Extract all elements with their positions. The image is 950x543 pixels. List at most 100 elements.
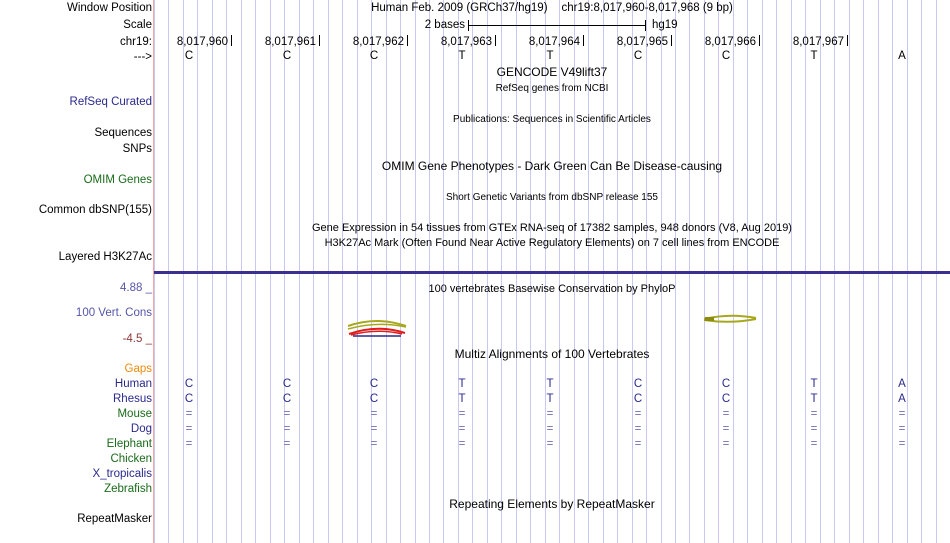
ruler-tick-6 (759, 35, 760, 46)
multiz-mouse-2: = (370, 408, 378, 420)
multiz-rhesus-3: T (458, 393, 466, 405)
conservation-track-rule (154, 271, 950, 274)
multiz-mouse-0: = (185, 408, 193, 420)
multiz-mouse-5: = (634, 408, 642, 420)
ruler-base-1: C (282, 50, 292, 62)
ruler-tick-0 (231, 35, 232, 46)
multiz-rhesus-8: A (898, 393, 906, 405)
track-title-gencode: GENCODE V49lift37 (496, 65, 608, 79)
ruler-position-0: 8,017,960 (176, 36, 228, 48)
ruler-tick-1 (319, 35, 320, 46)
multiz-mouse-8: = (898, 408, 906, 420)
ruler-tick-7 (847, 35, 848, 46)
side-label-species-rhesus[interactable]: Rhesus (113, 393, 152, 405)
multiz-human-5: C (633, 378, 643, 390)
ruler-tick-2 (407, 35, 408, 46)
multiz-rhesus-5: C (633, 393, 643, 405)
side-label-gaps[interactable]: Gaps (124, 363, 153, 375)
side-label-species-zebrafish[interactable]: Zebrafish (104, 483, 152, 495)
ruler-position-6: 8,017,966 (704, 36, 756, 48)
ruler-tick-3 (495, 35, 496, 46)
ruler-tick-4 (583, 35, 584, 46)
ruler-position-4: 8,017,964 (528, 36, 580, 48)
side-label-species-chicken[interactable]: Chicken (110, 453, 152, 465)
ruler-position-2: 8,017,962 (352, 36, 404, 48)
multiz-dog-1: = (283, 423, 291, 435)
multiz-rhesus-0: C (184, 393, 194, 405)
side-label-strand-arrow: ---> (133, 51, 152, 63)
multiz-mouse-3: = (458, 408, 466, 420)
ruler-position-3: 8,017,963 (440, 36, 492, 48)
multiz-human-4: T (546, 378, 554, 390)
side-label-chrom: chr19: (120, 36, 152, 48)
track-title-refseq-ncbi: RefSeq genes from NCBI (495, 83, 609, 94)
track-title-gtex: Gene Expression in 54 tissues from GTEx … (312, 222, 792, 234)
multiz-human-8: A (898, 378, 906, 390)
side-label-species-dog[interactable]: Dog (130, 423, 152, 435)
multiz-mouse-7: = (810, 408, 818, 420)
assembly-title: Human Feb. 2009 (GRCh37/hg19) (371, 2, 548, 14)
multiz-dog-5: = (634, 423, 642, 435)
position-range: chr19:8,017,960-8,017,968 (9 bp) (561, 2, 733, 14)
multiz-elephant-1: = (283, 438, 291, 450)
multiz-dog-0: = (185, 423, 193, 435)
side-label-window-position: Window Position (66, 2, 152, 14)
multiz-elephant-6: = (722, 438, 730, 450)
side-label-species-x-tropicalis[interactable]: X_tropicalis (92, 468, 152, 480)
track-title-dbsnp: Short Genetic Variants from dbSNP releas… (446, 192, 658, 203)
multiz-elephant-4: = (546, 438, 554, 450)
phylop-conservation-peak-right (703, 314, 757, 323)
side-label-repeatmasker[interactable]: RepeatMasker (77, 513, 152, 525)
ruler-position-1: 8,017,961 (264, 36, 316, 48)
track-left-border (153, 0, 154, 543)
multiz-elephant-3: = (458, 438, 466, 450)
ruler-base-4: T (546, 50, 554, 62)
scale-bar-label: 2 bases (424, 19, 465, 31)
side-label-refseq-curated[interactable]: RefSeq Curated (69, 96, 152, 108)
ruler-position-5: 8,017,965 (616, 36, 668, 48)
side-label-omim-genes[interactable]: OMIM Genes (83, 174, 152, 186)
track-title-repeatmasker: Repeating Elements by RepeatMasker (449, 497, 655, 511)
ruler-tick-5 (671, 35, 672, 46)
ruler-base-5: C (633, 50, 643, 62)
multiz-dog-2: = (370, 423, 378, 435)
assembly-db-label: hg19 (652, 19, 678, 31)
track-title-phylop: 100 vertebrates Basewise Conservation by… (428, 283, 676, 295)
ruler-base-6: C (721, 50, 731, 62)
phylop-conservation-peak-left (347, 320, 407, 337)
side-label-snps[interactable]: SNPs (122, 143, 152, 155)
ruler-base-0: C (184, 50, 194, 62)
multiz-dog-3: = (458, 423, 466, 435)
multiz-human-2: C (369, 378, 379, 390)
side-label-column: Window Position Scale chr19: ---> RefSeq… (0, 0, 154, 543)
multiz-mouse-1: = (283, 408, 291, 420)
side-label-100-vert-cons[interactable]: 100 Vert. Cons (75, 307, 152, 319)
multiz-rhesus-1: C (282, 393, 292, 405)
multiz-elephant-8: = (898, 438, 906, 450)
multiz-human-1: C (282, 378, 292, 390)
ruler-base-8: A (898, 50, 906, 62)
track-title-multiz: Multiz Alignments of 100 Vertebrates (454, 347, 650, 361)
multiz-human-0: C (184, 378, 194, 390)
track-title-h3k27ac: H3K27Ac Mark (Often Found Near Active Re… (324, 237, 780, 249)
multiz-dog-4: = (546, 423, 554, 435)
multiz-dog-6: = (722, 423, 730, 435)
cons-axis-max-label: 4.88 _ (120, 282, 152, 294)
ruler-position-7: 8,017,967 (792, 36, 844, 48)
multiz-elephant-0: = (185, 438, 193, 450)
side-label-sequences[interactable]: Sequences (94, 127, 152, 139)
side-label-species-mouse[interactable]: Mouse (117, 408, 152, 420)
track-title-omim: OMIM Gene Phenotypes - Dark Green Can Be… (381, 159, 723, 173)
side-label-common-dbsnp[interactable]: Common dbSNP(155) (38, 204, 152, 216)
multiz-mouse-4: = (546, 408, 554, 420)
ruler-base-3: T (458, 50, 466, 62)
multiz-human-3: T (458, 378, 466, 390)
ruler-base-2: C (369, 50, 379, 62)
side-label-species-human[interactable]: Human (114, 378, 152, 390)
side-label-species-elephant[interactable]: Elephant (106, 438, 152, 450)
multiz-elephant-5: = (634, 438, 642, 450)
multiz-rhesus-4: T (546, 393, 554, 405)
cons-axis-min-label: -4.5 _ (122, 333, 152, 345)
side-label-layered-h3k27ac[interactable]: Layered H3K27Ac (58, 251, 152, 263)
